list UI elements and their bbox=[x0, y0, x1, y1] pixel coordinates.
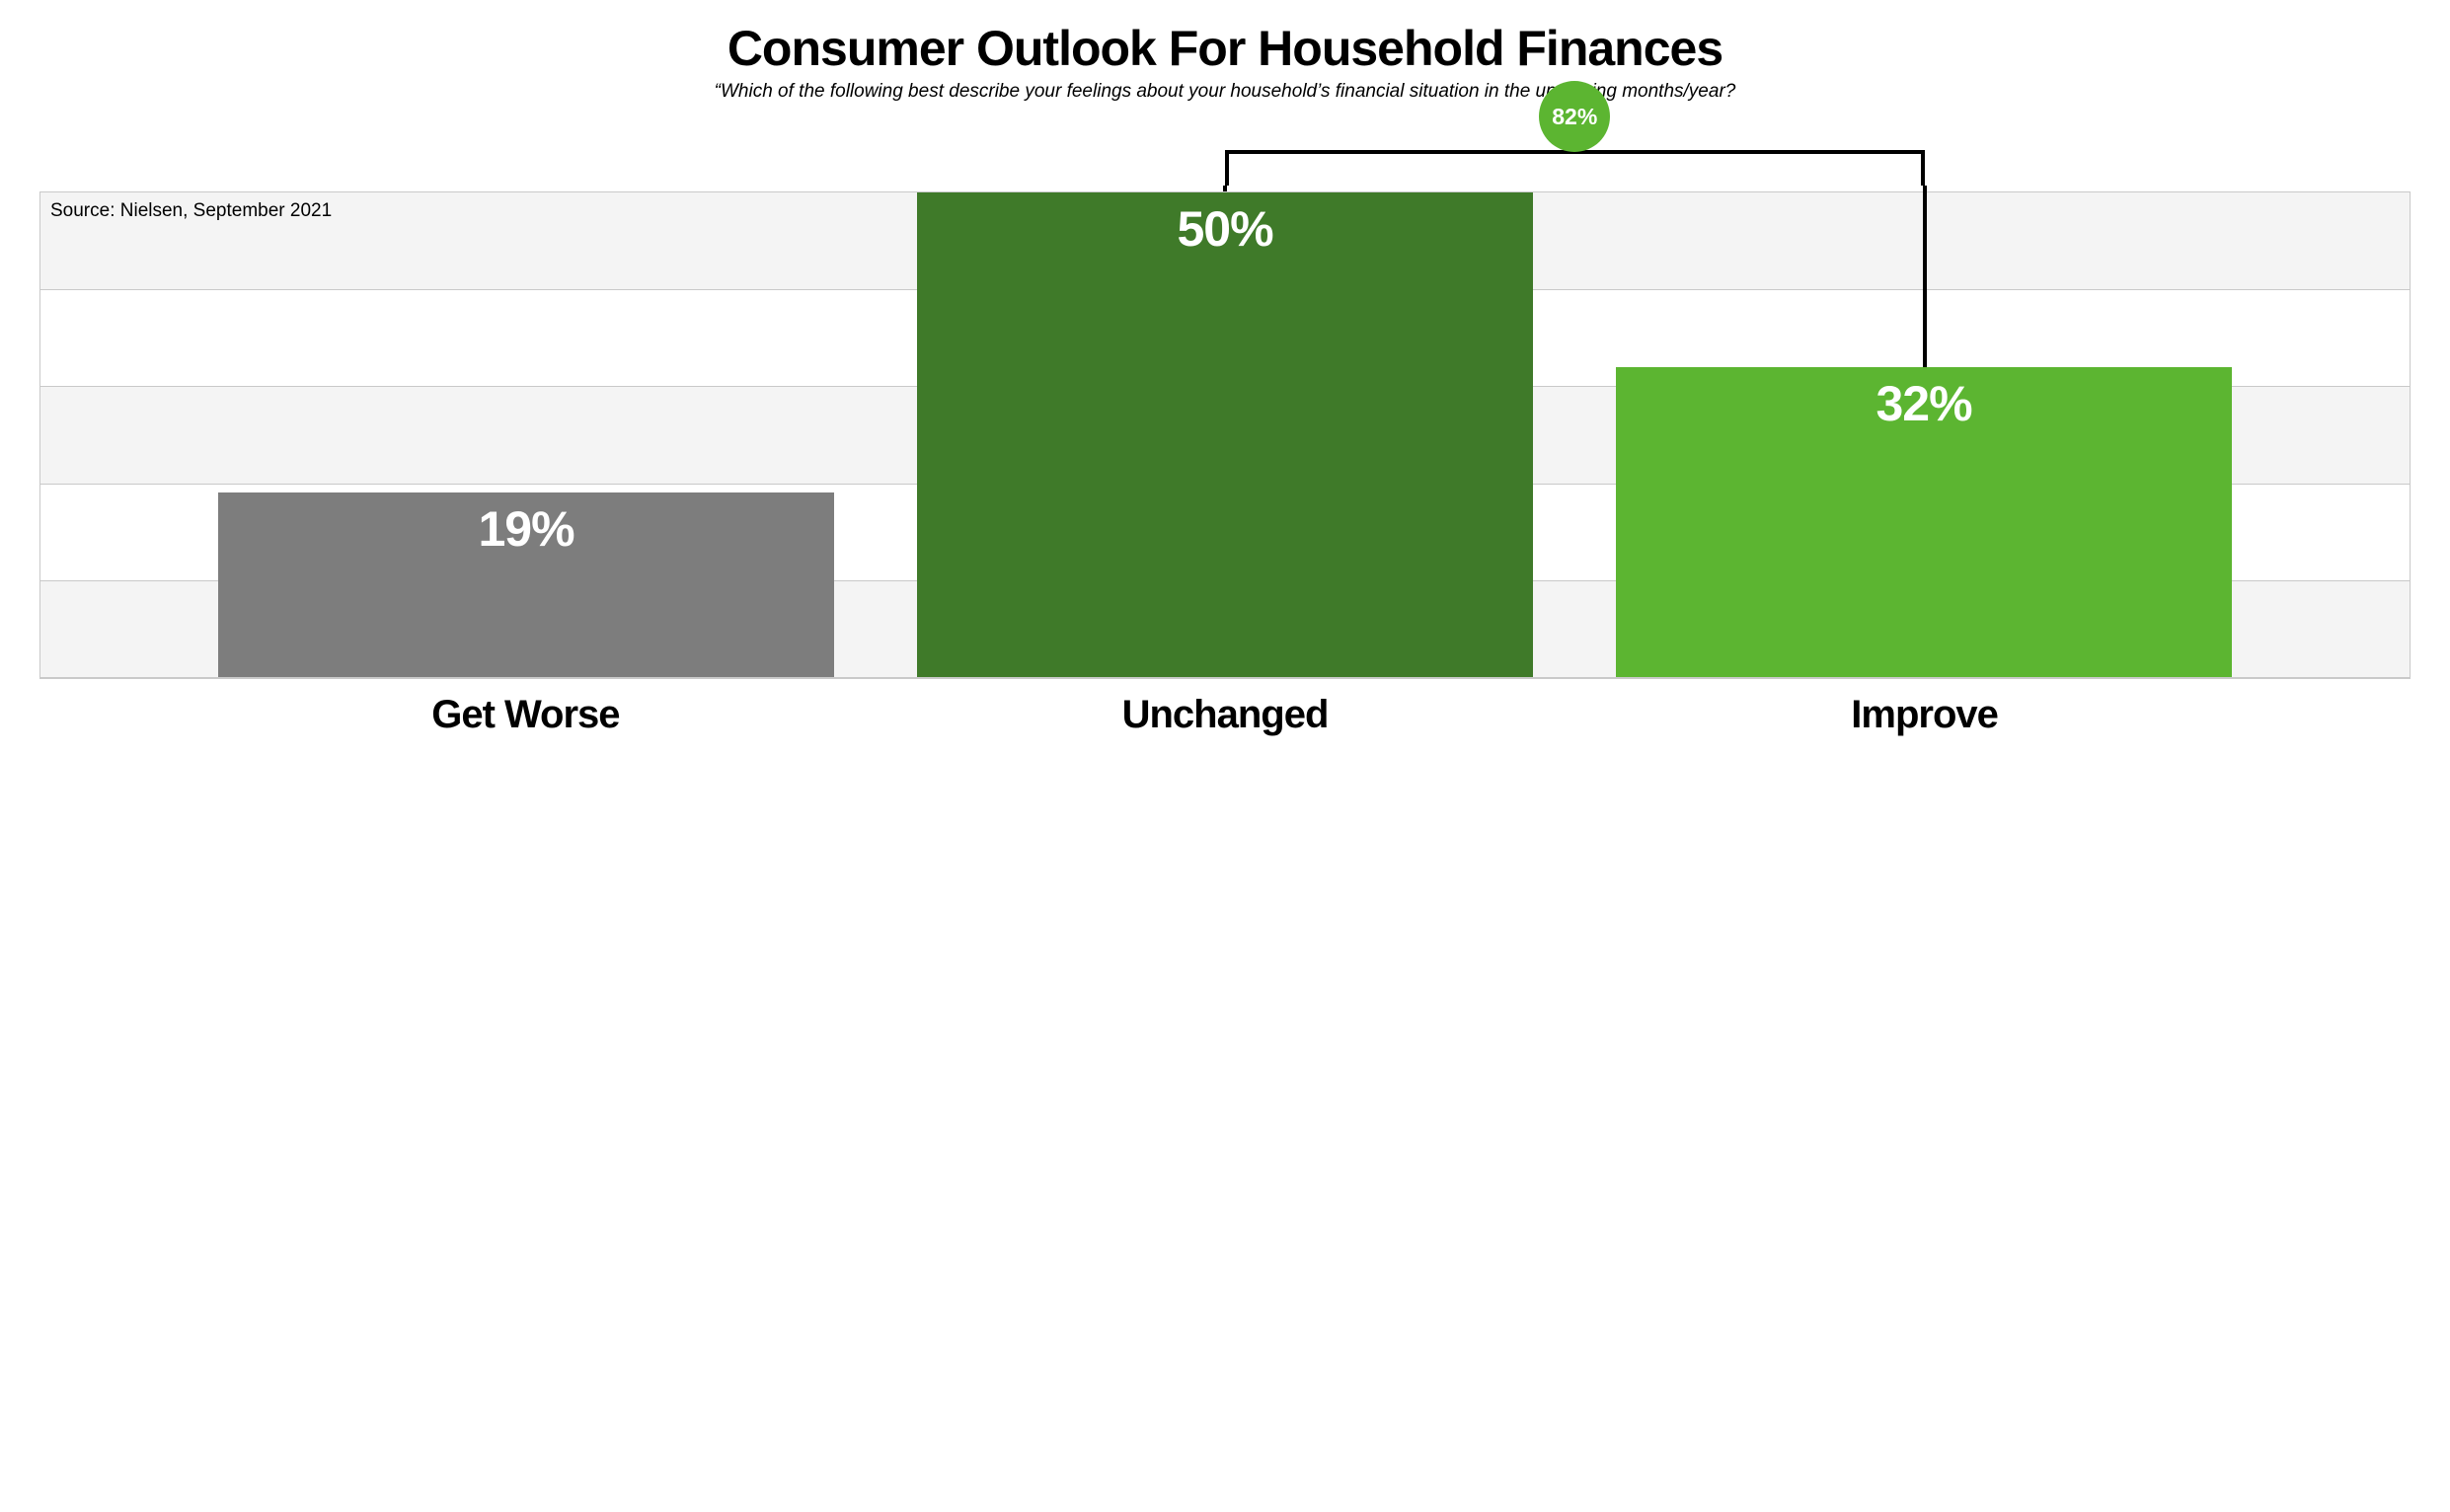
callout-badge-text: 82% bbox=[1552, 104, 1597, 130]
plot: Source: Nielsen, September 2021 19% 50% 32… bbox=[39, 191, 2411, 679]
callout: 82% bbox=[39, 107, 2411, 191]
callout-tick-right bbox=[1923, 186, 1927, 367]
x-label-unchanged: Unchanged bbox=[917, 693, 1534, 737]
bar-value-label: 50% bbox=[917, 200, 1533, 258]
bar-value-label: 32% bbox=[1616, 375, 2232, 432]
x-label-get-worse: Get Worse bbox=[217, 693, 834, 737]
callout-tick-left bbox=[1223, 186, 1227, 191]
x-axis-labels: Get Worse Unchanged Improve bbox=[39, 693, 2411, 752]
bar-improve: 32% bbox=[1616, 367, 2232, 677]
x-label-improve: Improve bbox=[1616, 693, 2233, 737]
bar-get-worse: 19% bbox=[218, 492, 834, 677]
callout-bracket bbox=[1225, 150, 1925, 186]
chart-subtitle: “Which of the following best describe yo… bbox=[39, 81, 2411, 103]
chart-title: Consumer Outlook For Household Finances bbox=[39, 20, 2411, 77]
callout-badge: 82% bbox=[1539, 81, 1610, 152]
bar-value-label: 19% bbox=[218, 500, 834, 558]
bar-unchanged: 50% bbox=[917, 192, 1533, 677]
chart-area: 82% Source: Nielsen, September 2021 19%5… bbox=[39, 191, 2411, 752]
source-text: Source: Nielsen, September 2021 bbox=[50, 200, 332, 222]
